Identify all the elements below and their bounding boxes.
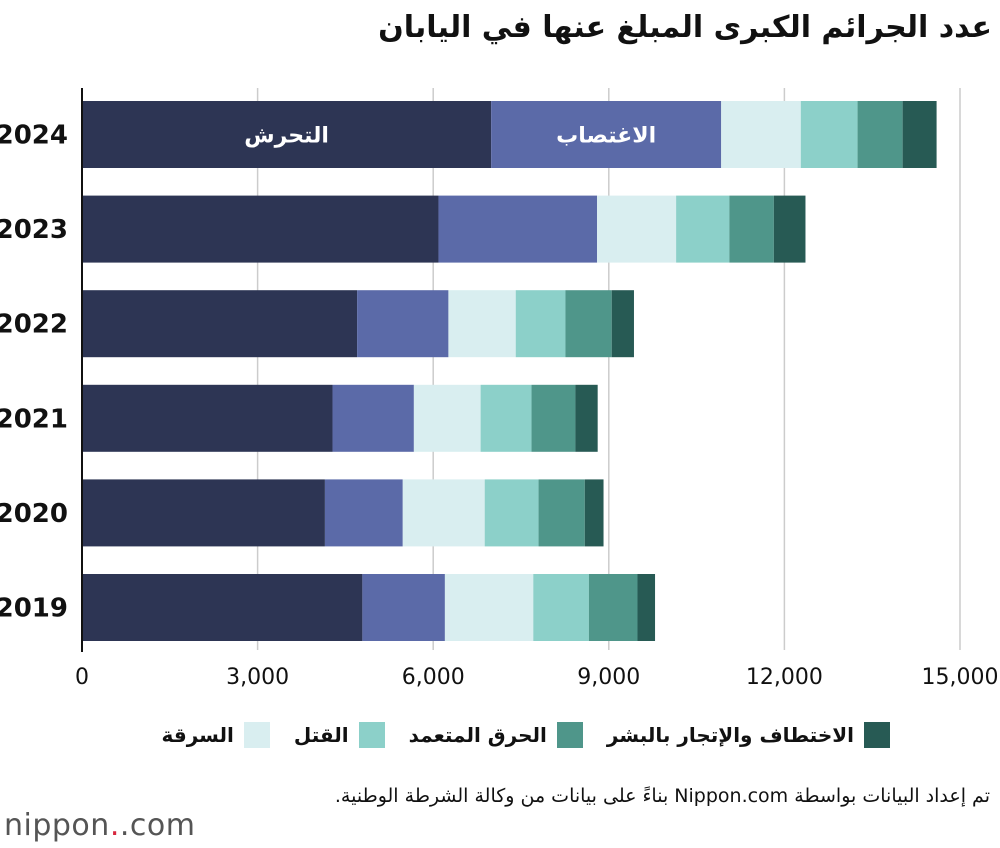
bar-segment bbox=[538, 479, 585, 547]
legend-label: الحرق المتعمد bbox=[408, 723, 547, 747]
bar-segment bbox=[637, 574, 656, 641]
stacked-bar-chart: 0 3,000 6,000 9,000 12,000 15,000 2024 2023 2022… bbox=[0, 88, 999, 690]
legend-swatch bbox=[556, 722, 583, 748]
bar-segment bbox=[357, 290, 449, 358]
legend-label: الاختطاف والإتجار بالبشر bbox=[606, 723, 854, 747]
legend-item: السرقة bbox=[161, 722, 270, 748]
x-tick-label: 6,000 bbox=[402, 665, 465, 690]
legend-swatch bbox=[358, 722, 385, 748]
bar-segment bbox=[773, 195, 806, 263]
legend-item: الاختطاف والإتجار بالبشر bbox=[607, 722, 890, 748]
bar-inner-label: التحرش bbox=[244, 124, 329, 149]
bar-segment bbox=[413, 384, 481, 452]
bar-segment bbox=[82, 101, 492, 168]
y-category-label: 2019 bbox=[0, 594, 68, 624]
bar-segment bbox=[729, 195, 774, 263]
x-tick-label: 3,000 bbox=[226, 665, 289, 690]
bar-segment bbox=[565, 290, 612, 358]
legend-swatch bbox=[864, 722, 890, 748]
y-category-label: 2021 bbox=[0, 404, 68, 434]
bar-segment bbox=[676, 195, 730, 263]
bar-segment bbox=[362, 574, 445, 641]
bar-segment bbox=[480, 384, 532, 452]
bar-segment bbox=[491, 101, 722, 168]
bar-segment bbox=[324, 479, 403, 547]
x-tick-label: 15,000 bbox=[922, 665, 999, 690]
bar-segment bbox=[575, 384, 598, 452]
bar-segment bbox=[611, 290, 634, 358]
bar-segment bbox=[82, 384, 333, 452]
logo-suffix: .com bbox=[119, 808, 196, 843]
legend-label: السرقة bbox=[161, 723, 234, 747]
y-category-label: 2023 bbox=[0, 215, 68, 245]
bar-segment bbox=[800, 101, 858, 168]
chart-title: عدد الجرائم الكبرى المبلغ عنها في اليابا… bbox=[378, 10, 992, 45]
bar-segment bbox=[82, 195, 439, 263]
bar-segment bbox=[515, 290, 566, 358]
bar-segment bbox=[597, 195, 677, 263]
x-tick-label: 0 bbox=[75, 665, 89, 690]
y-category-label: 2020 bbox=[0, 499, 68, 529]
bar-segment bbox=[584, 479, 604, 547]
legend-label: القتل bbox=[293, 723, 349, 747]
bar-segment bbox=[588, 574, 638, 641]
legend: الاختطاف والإتجار بالبشر الحرق المتعمد الق… bbox=[161, 722, 890, 748]
bar-segment bbox=[438, 195, 598, 263]
bar-segment bbox=[82, 574, 363, 641]
x-tick-label: 9,000 bbox=[577, 665, 640, 690]
bar-segment bbox=[533, 574, 589, 641]
bar-segment bbox=[82, 290, 358, 358]
bar-segment bbox=[531, 384, 576, 452]
bar-segment bbox=[857, 101, 903, 168]
source-note: تم إعداد البيانات بواسطة Nippon.com بناء… bbox=[334, 785, 990, 807]
bar-segment bbox=[402, 479, 485, 547]
y-category-label: 2024 bbox=[0, 121, 68, 151]
logo-name: nippon bbox=[4, 808, 110, 843]
bar-inner-label: الاغتصاب bbox=[556, 124, 656, 149]
nippon-logo: nippon..com bbox=[4, 808, 196, 843]
x-tick-label: 12,000 bbox=[746, 665, 823, 690]
bar-segment bbox=[82, 479, 325, 547]
bar-segment bbox=[484, 479, 539, 547]
y-category-label: 2022 bbox=[0, 310, 68, 340]
bar-segment bbox=[444, 574, 534, 641]
legend-swatch bbox=[243, 722, 270, 748]
bar-segment bbox=[448, 290, 516, 358]
legend-item: الحرق المتعمد bbox=[409, 722, 583, 748]
bar-segment bbox=[902, 101, 937, 168]
legend-item: القتل bbox=[294, 722, 385, 748]
bar-segment bbox=[721, 101, 801, 168]
bar-segment bbox=[332, 384, 414, 452]
